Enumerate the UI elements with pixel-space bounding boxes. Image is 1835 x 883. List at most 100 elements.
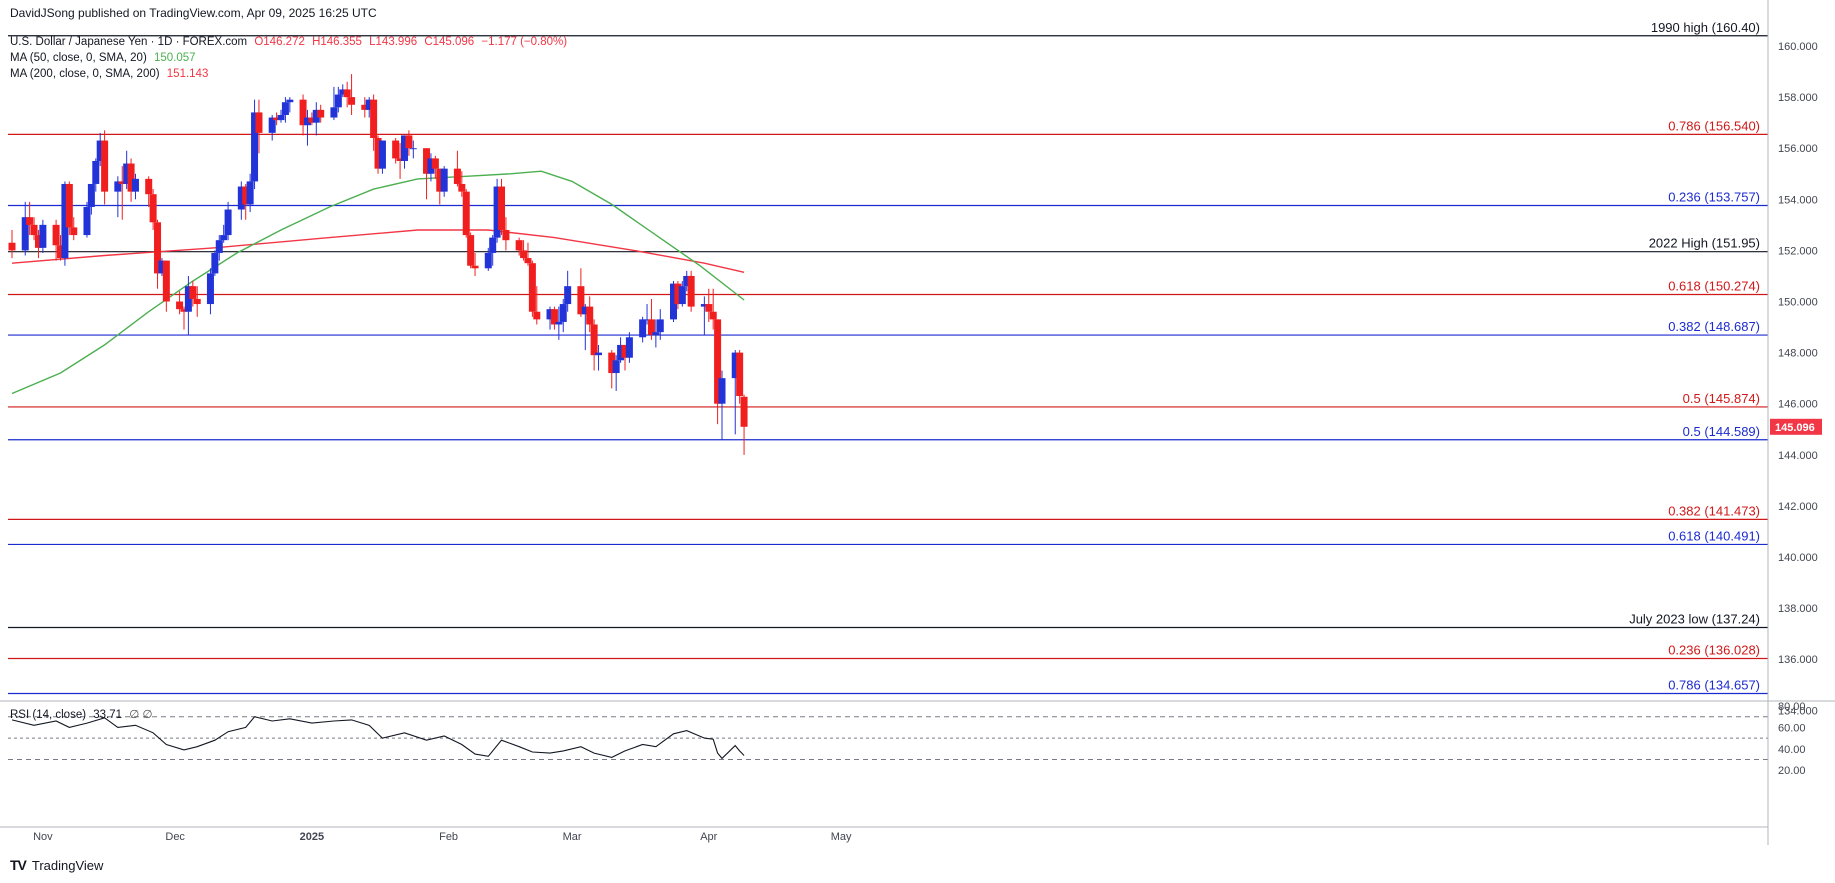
candle-body (643, 319, 651, 321)
candle (409, 140, 417, 159)
candle-body (458, 183, 466, 192)
candle-body (308, 117, 316, 123)
candle-body (652, 332, 660, 335)
candle-body (656, 319, 664, 333)
candle-body (184, 286, 192, 312)
candle-body (26, 217, 34, 225)
candle (246, 173, 254, 213)
candle-body (740, 396, 748, 427)
candle (740, 394, 748, 455)
candle (608, 350, 616, 389)
publisher-text: DavidJSong published on TradingView.com,… (10, 6, 377, 20)
candle-body (550, 309, 558, 325)
candle (277, 109, 285, 123)
candle (427, 153, 435, 182)
candle (502, 217, 510, 251)
y-tick-label: 152.000 (1778, 245, 1818, 257)
candle-body (348, 97, 356, 105)
candle-body (484, 252, 492, 269)
candle (57, 235, 65, 261)
candle-body (502, 229, 510, 241)
candle-body (34, 235, 42, 248)
level-label-bg (1655, 503, 1760, 519)
level-labels: 1990 high (160.40) 0.786 (156.540) 0.236 (… (1608, 19, 1760, 693)
candle (281, 97, 289, 123)
tradingview-name: TradingView (31, 857, 104, 873)
candle-body (361, 104, 369, 110)
tradingview-brand[interactable]: TV TradingView (10, 857, 103, 873)
candle-body (520, 250, 528, 259)
y-tick-label: 144.000 (1778, 450, 1818, 462)
candle (714, 319, 722, 425)
candle (34, 229, 42, 259)
level-label-bg (1655, 118, 1760, 134)
candle (731, 350, 739, 435)
candle (586, 296, 594, 333)
candle (39, 219, 47, 253)
candle (211, 250, 219, 276)
candle-body (612, 360, 620, 374)
candle-body (189, 286, 197, 299)
candle-body (709, 311, 717, 320)
candle-body (467, 235, 475, 266)
candle (520, 240, 528, 261)
ohlc-high: H146.355 (312, 36, 362, 48)
candle (436, 168, 444, 205)
level-label-bg (1655, 189, 1760, 205)
ma200-value: 151.143 (166, 68, 209, 80)
candle-body (365, 99, 373, 110)
candle (374, 135, 382, 174)
candle-body (524, 258, 532, 264)
candle-body (273, 117, 281, 121)
candle-body (299, 99, 307, 126)
candle (643, 304, 651, 325)
candle-body (211, 252, 219, 274)
rsi-value: 33.71 (93, 709, 123, 721)
candle-body (374, 137, 382, 169)
candle (154, 219, 162, 289)
candle (224, 201, 232, 241)
candle-body (559, 304, 567, 322)
ma50-legend: MA (50, close, 0, SMA, 20) 150.057 (10, 52, 200, 64)
rsi-extra: ∅ ∅ (129, 709, 153, 721)
candle-body (608, 352, 616, 374)
candle (484, 247, 492, 271)
candle-body (21, 217, 29, 251)
candle (639, 316, 647, 343)
candle-body (215, 240, 223, 253)
candle-body (114, 181, 122, 192)
candle (683, 270, 691, 292)
level-label-bg (1655, 677, 1760, 693)
candle-body (92, 160, 100, 184)
candle (467, 232, 475, 269)
candle (405, 130, 413, 156)
y-tick-label: 158.000 (1778, 92, 1818, 104)
candle-body (528, 263, 536, 312)
candle (555, 306, 563, 340)
rsi-tick-label: 60.00 (1778, 722, 1806, 734)
candle (736, 350, 744, 404)
candle-body (595, 352, 603, 356)
level-label: 0.382 (148.687) (1668, 319, 1760, 334)
candle (533, 286, 541, 325)
candle (114, 176, 122, 218)
candle (687, 270, 695, 312)
candle (550, 306, 558, 330)
candle (489, 235, 497, 266)
candle-body (427, 158, 435, 174)
candle (674, 281, 682, 310)
candle (158, 258, 166, 276)
level-label: July 2023 low (137.24) (1629, 612, 1760, 627)
candle (251, 99, 259, 190)
candle (581, 304, 589, 351)
candle (453, 150, 461, 187)
candle-body (586, 306, 594, 325)
ohlc-change: −1.177 (−0.80%) (481, 36, 568, 48)
candle-body (70, 227, 78, 236)
candle (498, 178, 506, 236)
candle (123, 150, 131, 190)
level-label-bg (1635, 235, 1760, 251)
candle-body (251, 112, 259, 182)
candle (145, 176, 153, 207)
